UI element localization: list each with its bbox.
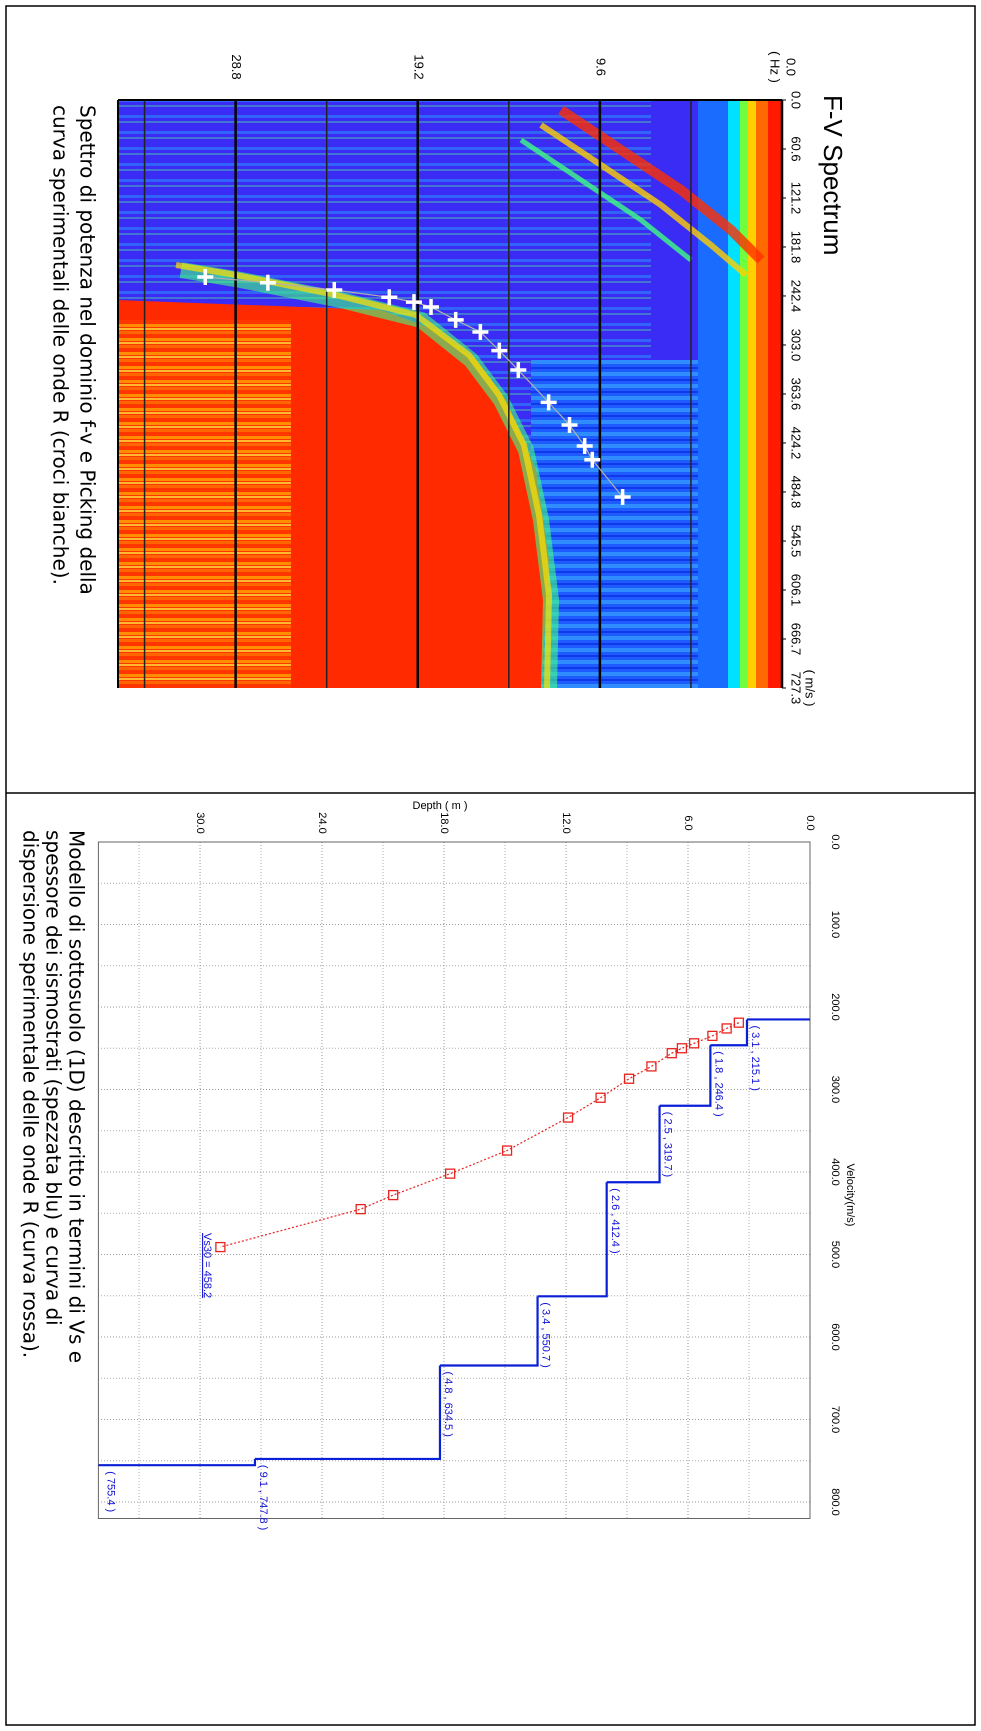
x-unit-label: ( m/s ) — [803, 670, 818, 707]
layer-step — [439, 1296, 539, 1367]
dispersion-point — [707, 1030, 718, 1042]
pick-cross — [540, 394, 557, 411]
layer-label: ( 755.4 ) — [104, 1471, 116, 1512]
y-tick-label: 18.0 — [438, 812, 450, 833]
layer-label: ( 3.1 , 215.1 ) — [749, 1025, 761, 1090]
pick-cross — [576, 438, 593, 455]
vs30-label: Vs30 = 458.2 — [201, 1233, 213, 1298]
x-tick-label: 60.6 — [789, 136, 804, 161]
x-tick-label: 100.0 — [829, 911, 841, 939]
pick-cross — [491, 342, 508, 359]
dispersion-point — [623, 1073, 635, 1084]
x-tick-label: 242.4 — [789, 280, 804, 313]
caption-line: spessore dei sismostrati (spezzata blu) … — [42, 830, 66, 1326]
pick-cross — [447, 311, 464, 328]
x-axis-title: Velocity(m/s) — [844, 1164, 856, 1227]
x-tick-label: 181.8 — [789, 231, 804, 264]
pick-cross — [423, 298, 440, 315]
x-tick-label: 200.0 — [829, 993, 841, 1021]
pick-cross — [472, 324, 489, 341]
layer-step — [710, 1019, 749, 1047]
dispersion-point — [215, 1241, 226, 1253]
layer-label: ( 2.6 , 412.4 ) — [609, 1188, 621, 1253]
y-tick-label: 0.0 — [804, 815, 816, 830]
x-tick-label: 303.0 — [789, 329, 804, 362]
dispersion-point — [355, 1203, 366, 1215]
x-tick-label: 424.2 — [789, 427, 804, 460]
x-tick-label: 0.0 — [789, 91, 804, 109]
pick-cross — [561, 417, 578, 434]
x-tick-label: 400.0 — [829, 1158, 841, 1186]
y-tick-label: 24.0 — [316, 812, 328, 833]
layer-label: ( 2.5 , 319.7 ) — [662, 1112, 674, 1177]
y-tick-label: 6.0 — [682, 815, 694, 830]
x-tick-label: 727.3 — [789, 672, 804, 705]
layer-label: ( 1.8 , 246.4 ) — [712, 1051, 724, 1116]
y-unit-label: ( Hz ) — [768, 51, 783, 83]
x-tick-label: 363.6 — [789, 378, 804, 411]
x-tick-label: 545.5 — [789, 525, 804, 558]
layer-step — [254, 1365, 442, 1461]
page-frame — [5, 5, 976, 1726]
dispersion-point — [688, 1038, 700, 1049]
y-tick-label: 9.6 — [593, 58, 608, 76]
caption-line: Spettro di potenza nel dominio f-v e Pic… — [76, 105, 100, 595]
caption-line: Modello di sottosuolo (1D) descritto in … — [65, 830, 89, 1363]
x-tick-label: 300.0 — [829, 1076, 841, 1104]
layer-label: ( 3.4 , 550.7 ) — [540, 1302, 552, 1367]
spectrum-texture — [118, 100, 782, 688]
y-tick-label: 12.0 — [560, 812, 572, 833]
x-tick-label: 500.0 — [829, 1241, 841, 1269]
spectrum-title: F-V Spectrum — [818, 95, 848, 255]
rotated-page: F-V Spectrum Spettro di potenza nel domi… — [5, 5, 976, 1726]
caption-line: dispersione sperimentale delle onde R (c… — [19, 830, 43, 1358]
x-tick-label: 0.0 — [829, 834, 841, 849]
layer-step — [537, 1182, 608, 1298]
y-tick-label: 0.0 — [784, 58, 799, 76]
x-tick-label: 666.7 — [789, 623, 804, 656]
pick-cross — [405, 294, 422, 311]
dispersion-line — [220, 1022, 740, 1248]
x-tick-label: 484.8 — [789, 476, 804, 509]
dispersion-point — [595, 1092, 606, 1103]
layer-step — [659, 1045, 712, 1107]
x-tick-label: 700.0 — [829, 1406, 841, 1434]
y-tick-label: 19.2 — [411, 54, 426, 79]
pick-cross — [510, 362, 527, 379]
plot-frame — [97, 841, 811, 1519]
layer-label: ( 9.1 , 747.8 ) — [257, 1465, 269, 1530]
dispersion-point — [501, 1145, 513, 1156]
dispersion-point — [562, 1112, 574, 1123]
caption-line: curva sperimentali delle onde R (croci b… — [49, 105, 73, 585]
dispersion-point — [733, 1017, 744, 1028]
pick-cross — [614, 488, 631, 505]
plot-area — [98, 842, 810, 1519]
y-tick-label: 30.0 — [194, 812, 206, 833]
y-tick-label: 28.8 — [229, 54, 244, 79]
x-tick-label: 121.2 — [789, 182, 804, 215]
dispersion-point — [444, 1168, 456, 1179]
pick-cross — [197, 269, 214, 286]
dispersion-point — [388, 1189, 399, 1201]
y-axis-title: Depth ( m ) — [412, 800, 467, 812]
dispersion-point — [666, 1048, 677, 1059]
pick-cross — [584, 451, 601, 468]
dispersion-point — [646, 1061, 657, 1072]
x-tick-label: 800.0 — [829, 1488, 841, 1516]
pick-cross — [259, 274, 276, 291]
layer-step — [606, 1105, 661, 1184]
x-tick-label: 606.1 — [789, 574, 804, 607]
dispersion-point — [721, 1023, 732, 1034]
x-tick-label: 600.0 — [829, 1323, 841, 1351]
pick-cross — [381, 289, 398, 306]
layer-step — [98, 1458, 257, 1467]
dispersion-point — [676, 1043, 688, 1054]
pick-cross — [326, 281, 343, 298]
layer-label: ( 4.8 , 634.5 ) — [442, 1371, 454, 1436]
